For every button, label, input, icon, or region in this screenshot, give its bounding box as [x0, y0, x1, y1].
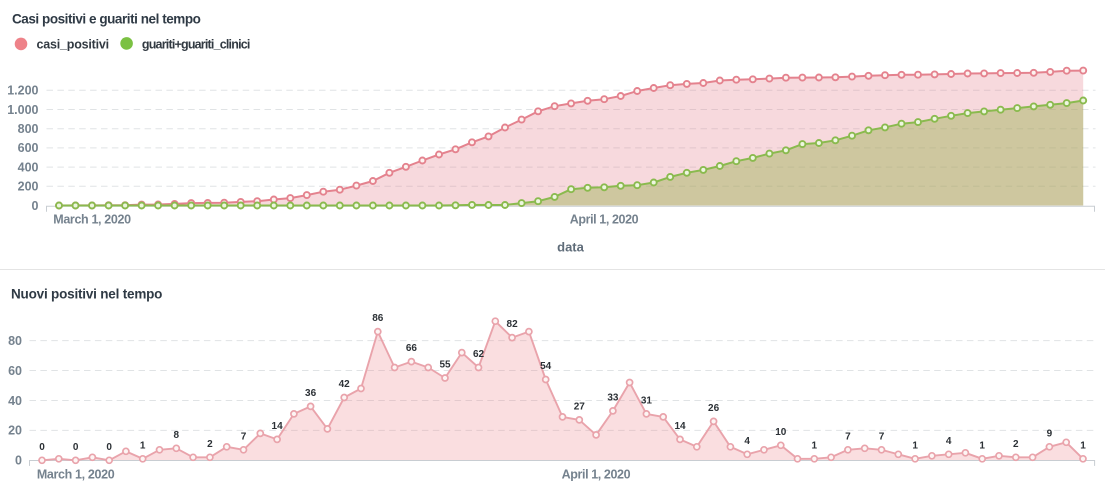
svg-text:86: 86: [372, 313, 384, 324]
svg-text:9: 9: [1047, 428, 1053, 439]
svg-text:66: 66: [406, 343, 418, 354]
svg-text:200: 200: [18, 180, 39, 194]
svg-text:0: 0: [32, 199, 39, 213]
svg-text:1: 1: [912, 440, 918, 451]
svg-text:400: 400: [18, 160, 39, 174]
svg-text:7: 7: [879, 431, 885, 442]
svg-text:800: 800: [18, 122, 39, 136]
svg-text:1: 1: [812, 440, 818, 451]
svg-text:March 1, 2020: March 1, 2020: [37, 467, 115, 481]
svg-text:casi_positivi: casi_positivi: [37, 37, 109, 51]
svg-text:7: 7: [845, 431, 851, 442]
svg-text:20: 20: [8, 424, 22, 438]
svg-text:1: 1: [979, 440, 985, 451]
svg-text:55: 55: [439, 360, 451, 371]
svg-text:31: 31: [641, 395, 653, 406]
svg-text:Nuovi positivi nel tempo: Nuovi positivi nel tempo: [11, 286, 162, 301]
svg-text:April 1, 2020: April 1, 2020: [562, 467, 631, 481]
svg-text:4: 4: [744, 436, 750, 447]
svg-text:guariti+guariti_clinici: guariti+guariti_clinici: [142, 37, 250, 51]
svg-text:40: 40: [8, 394, 22, 408]
svg-text:54: 54: [540, 361, 552, 372]
svg-text:14: 14: [272, 421, 284, 432]
svg-text:2: 2: [207, 439, 213, 450]
svg-text:42: 42: [339, 379, 351, 390]
svg-text:82: 82: [507, 319, 519, 330]
svg-text:14: 14: [674, 421, 686, 432]
svg-text:26: 26: [708, 403, 720, 414]
svg-text:60: 60: [8, 364, 22, 378]
svg-text:62: 62: [473, 349, 485, 360]
svg-text:7: 7: [241, 431, 247, 442]
svg-text:80: 80: [8, 334, 22, 348]
svg-text:10: 10: [775, 427, 787, 438]
svg-text:April 1, 2020: April 1, 2020: [570, 213, 639, 227]
svg-text:1: 1: [140, 440, 146, 451]
svg-text:0: 0: [15, 454, 22, 468]
svg-text:0: 0: [73, 442, 79, 453]
svg-text:1: 1: [1080, 440, 1086, 451]
svg-text:600: 600: [18, 141, 39, 155]
svg-text:Casi positivi e guariti nel te: Casi positivi e guariti nel tempo: [12, 11, 201, 26]
svg-text:27: 27: [574, 401, 586, 412]
svg-text:33: 33: [607, 392, 619, 403]
svg-text:data: data: [557, 240, 585, 255]
svg-text:0: 0: [106, 442, 112, 453]
svg-text:0: 0: [39, 442, 45, 453]
svg-text:2: 2: [1013, 439, 1019, 450]
svg-text:4: 4: [946, 436, 952, 447]
svg-text:1.200: 1.200: [7, 84, 38, 98]
svg-text:March 1, 2020: March 1, 2020: [53, 213, 131, 227]
svg-text:8: 8: [174, 430, 180, 441]
svg-text:36: 36: [305, 388, 317, 399]
svg-text:1.000: 1.000: [7, 103, 38, 117]
